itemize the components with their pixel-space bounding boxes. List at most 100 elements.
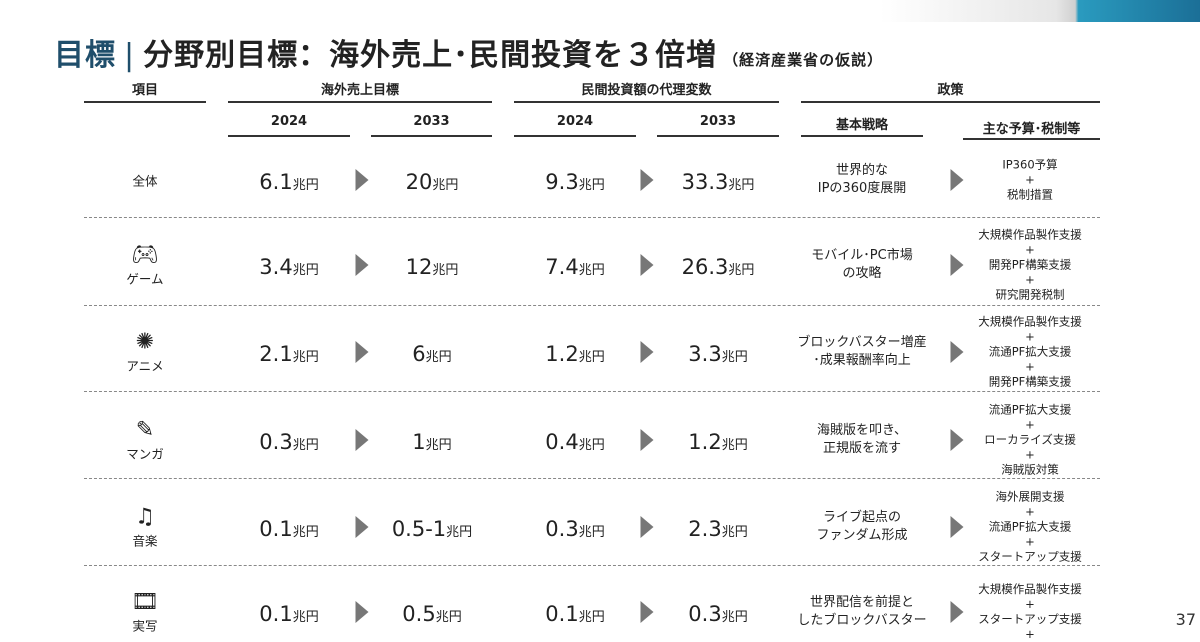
- arrow-right-icon: [950, 341, 964, 363]
- value-i24: 0.3兆円: [545, 517, 605, 541]
- header-budget: 主な予算･税制等: [982, 122, 1081, 137]
- divider: [371, 135, 492, 137]
- strategy: ブロックバスター増産 ･成果報酬率向上: [797, 335, 927, 368]
- page-number: 37: [1175, 610, 1196, 629]
- header-overseas: 海外売上目標: [320, 83, 399, 98]
- value-i24: 0.1兆円: [545, 602, 605, 626]
- row-label: 🎮︎ ゲーム: [126, 243, 163, 288]
- strategy: 海賊版を叩き、 正規版を流す: [816, 423, 908, 456]
- value-i24: 7.4兆円: [545, 255, 605, 279]
- row-label: ✎ マンガ: [126, 418, 164, 463]
- strategy: 世界配信を前提と したブロックバスター: [797, 595, 927, 628]
- gamepad-icon: 🎮︎: [131, 242, 159, 268]
- policy-list: IP360予算 + 税制措置: [1002, 157, 1058, 202]
- divider: [801, 135, 923, 137]
- header-invest-2024: 2024: [556, 114, 594, 129]
- music-icon: ♫: [135, 504, 155, 530]
- policy-list: 大規模作品製作支援 + 流通PF拡大支援 + 開発PF構築支援: [978, 314, 1082, 389]
- manga-icon: ✎: [135, 417, 155, 443]
- value-s24: 2.1兆円: [259, 342, 319, 366]
- value-s33: 0.5-1兆円: [391, 517, 473, 541]
- header-item: 項目: [131, 83, 158, 98]
- value-i33: 0.3兆円: [688, 602, 748, 626]
- row-divider: [84, 565, 1100, 566]
- value-i33: 26.3兆円: [681, 255, 755, 279]
- title-rest: 分野別目標：海外売上･民間投資を３倍増: [143, 38, 718, 73]
- value-s33: 12兆円: [405, 255, 459, 279]
- header-policy: 政策: [937, 83, 964, 98]
- arrow-right-icon: [640, 601, 654, 623]
- row-label: 🎞︎ 実写: [131, 590, 159, 635]
- row-label-text: ゲーム: [126, 271, 164, 287]
- policy-list: 大規模作品製作支援 + 開発PF構築支援 + 研究開発税制: [978, 227, 1082, 302]
- arrow-right-icon: [950, 601, 964, 623]
- policy-list: 海外展開支援 + 流通PF拡大支援 + スタートアップ支援: [978, 489, 1082, 564]
- arrow-right-icon: [640, 429, 654, 451]
- policy-list: 流通PF拡大支援 + ローカライズ支援 + 海賊版対策: [984, 402, 1076, 477]
- value-s24: 0.1兆円: [259, 517, 319, 541]
- row-divider: [84, 391, 1100, 392]
- divider: [514, 135, 636, 137]
- value-s24: 6.1兆円: [259, 170, 319, 194]
- row-divider: [84, 305, 1100, 306]
- arrow-right-icon: [355, 601, 369, 623]
- row-label-text: マンガ: [126, 446, 164, 462]
- arrow-right-icon: [950, 429, 964, 451]
- divider: [228, 101, 492, 103]
- value-s33: 0.5兆円: [402, 602, 462, 626]
- strategy: ライブ起点の ファンダム形成: [816, 510, 908, 543]
- policy-list: 大規模作品製作支援 + スタートアップ支援 +: [978, 582, 1082, 641]
- value-i33: 2.3兆円: [688, 517, 748, 541]
- row-label: 全体: [132, 173, 158, 189]
- row-label: ✺ アニメ: [126, 330, 163, 375]
- arrow-right-icon: [640, 341, 654, 363]
- title-separator: |: [124, 38, 136, 73]
- row-label-text: 実写: [132, 618, 158, 634]
- arrow-right-icon: [640, 254, 654, 276]
- arrow-right-icon: [355, 516, 369, 538]
- title-main: 目標: [54, 38, 116, 73]
- row-label: ♫ 音楽: [132, 505, 157, 550]
- header-overseas-2033: 2033: [413, 114, 450, 129]
- value-i24: 0.4兆円: [545, 430, 605, 454]
- arrow-right-icon: [950, 516, 964, 538]
- title-note: （経済産業省の仮説）: [723, 51, 884, 69]
- arrow-right-icon: [355, 429, 369, 451]
- header-accent-bar: [880, 0, 1200, 22]
- strategy: 世界的な IPの360度展開: [817, 163, 907, 196]
- row-divider: [84, 478, 1100, 479]
- anime-icon: ✺: [135, 329, 155, 355]
- value-s33: 20兆円: [405, 170, 459, 194]
- header-invest: 民間投資額の代理変数: [581, 83, 712, 98]
- divider: [514, 101, 779, 103]
- strategy: モバイル･PC市場 の攻略: [811, 248, 913, 281]
- value-i24: 1.2兆円: [545, 342, 605, 366]
- row-divider: [84, 217, 1100, 218]
- value-i24: 9.3兆円: [545, 170, 605, 194]
- arrow-right-icon: [950, 169, 964, 191]
- arrow-right-icon: [640, 516, 654, 538]
- value-i33: 3.3兆円: [688, 342, 748, 366]
- page-title: 目標 | 分野別目標：海外売上･民間投資を３倍増 （経済産業省の仮説）: [54, 30, 883, 74]
- divider: [963, 138, 1100, 140]
- value-s24: 0.3兆円: [259, 430, 319, 454]
- value-s24: 0.1兆円: [259, 602, 319, 626]
- value-i33: 33.3兆円: [681, 170, 755, 194]
- header-invest-2033: 2033: [699, 114, 737, 129]
- row-label-text: 音楽: [132, 533, 158, 549]
- value-s24: 3.4兆円: [259, 255, 319, 279]
- value-i33: 1.2兆円: [688, 430, 748, 454]
- film-icon: 🎞︎: [131, 589, 159, 615]
- row-label-text: アニメ: [126, 358, 164, 374]
- divider: [228, 135, 350, 137]
- arrow-right-icon: [355, 341, 369, 363]
- divider: [801, 101, 1100, 103]
- arrow-right-icon: [355, 169, 369, 191]
- header-overseas-2024: 2024: [270, 114, 308, 129]
- header-strategy: 基本戦略: [835, 118, 888, 133]
- divider: [84, 101, 206, 103]
- value-s33: 1兆円: [412, 430, 452, 454]
- value-s33: 6兆円: [412, 342, 452, 366]
- arrow-right-icon: [355, 254, 369, 276]
- arrow-right-icon: [950, 254, 964, 276]
